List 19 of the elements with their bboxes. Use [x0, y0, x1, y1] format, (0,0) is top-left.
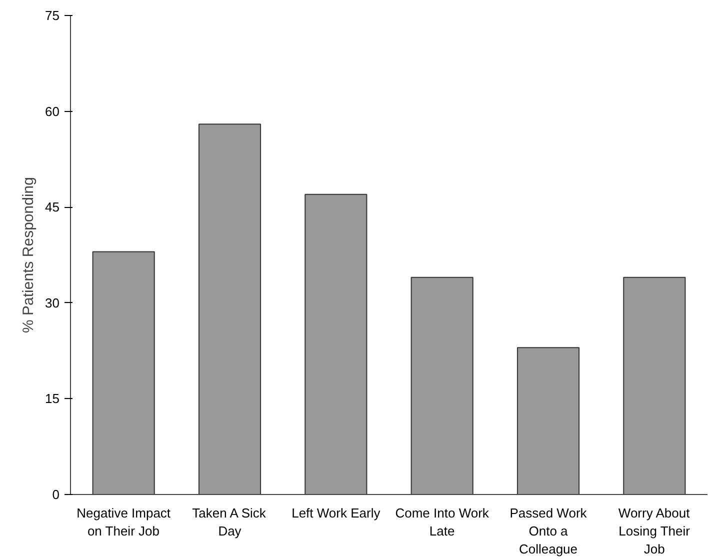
y-axis-title: % Patients Responding [20, 177, 38, 333]
x-tick-label: Passed Work Onto a Colleague [510, 506, 588, 556]
y-tick-label: 60 [45, 104, 60, 119]
y-tick-label: 15 [45, 391, 60, 406]
x-tick-label: Left Work Early [292, 506, 381, 520]
x-tick-label: Come Into Work Late [395, 506, 490, 538]
bar [92, 251, 155, 494]
x-tick-label: Negative Impact on Their Job [76, 506, 171, 538]
bar [304, 194, 368, 494]
bar [410, 276, 474, 494]
x-tick-label: Worry About Losing Their Job [618, 506, 691, 556]
y-tick-label: 45 [45, 200, 60, 215]
y-tick-label: 30 [45, 295, 60, 310]
y-tick-label: 0 [52, 487, 60, 502]
bar [516, 347, 580, 494]
bar [198, 124, 262, 494]
bar [623, 276, 686, 494]
y-tick-label: 75 [45, 8, 60, 23]
x-tick-label: Taken A Sick Day [192, 506, 266, 538]
